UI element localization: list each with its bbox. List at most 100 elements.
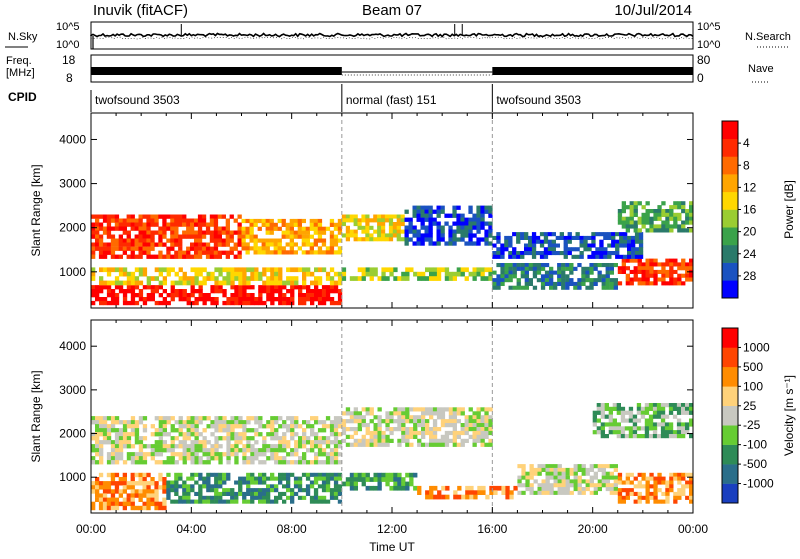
nsky-trace [90,24,694,49]
y-tick-label-1: 2000 [59,221,86,235]
nave-tick-bottom: 0 [697,71,704,85]
colorbar-label-0: 1000 [743,340,770,354]
beam-title: Beam 07 [362,2,422,19]
y-axis-title: Slant Range [km] [29,164,43,256]
y-tick-label-3: 4000 [59,339,86,353]
data-band-4 [617,258,694,286]
data-band-5 [417,485,518,500]
freq-label-1: Freq. [6,55,32,67]
x-axis: 00:00 04:00 08:00 12:00 16:00 20:00 00:00 [76,522,708,536]
colorbar-swatch-2 [722,244,738,263]
freq-tick-bottom: 8 [66,71,73,85]
data-band-2 [91,416,343,465]
cpid-mode-2: twofsound 3503 [496,93,581,107]
velocity-panel: 1000 2000 3000 4000 Slant Range [km] 1000 500 1… [29,319,796,514]
colorbar-swatch-4 [722,405,738,426]
station-title: Inuvik (fitACF) [93,2,188,19]
y-tick-label-2: 3000 [59,177,86,191]
colorbar-frame [721,327,739,504]
colorbar-label-4: -25 [743,418,761,432]
data-band-2 [341,267,493,281]
x-tick-label-5: 20:00 [578,522,608,536]
nsky-label: N.Sky [8,31,38,43]
colorbar-swatch-8 [722,328,738,348]
colorbar-swatch-1 [722,262,738,281]
colorbar-swatch-5 [722,386,738,406]
nsearch-tick-bottom: 10^0 [697,39,721,51]
data-band-5 [91,214,242,259]
colorbar-swatch-1 [722,464,738,484]
x-tick-label-3: 12:00 [377,522,407,536]
data-band-10 [617,201,694,233]
data-band-8 [404,205,493,246]
nsearch-tick-top: 10^5 [697,21,721,33]
colorbar-swatch-5 [722,191,738,210]
colorbar-title: Velocity [m s⁻¹] [782,375,796,456]
power-panel: 1000 2000 3000 4000 Slant Range [km] 4 8 12 16 20… [29,112,796,309]
cpid-label: CPID [8,90,37,104]
nsky-tick-top: 10^5 [56,21,80,33]
freq-tick-top: 18 [62,53,76,67]
cpid-row: twofsound 3503 normal (fast) 151 twofsound… [90,84,581,112]
nave-tick-top: 80 [697,53,711,67]
data-band-9 [492,232,644,259]
y-tick-label-0: 1000 [59,470,86,484]
colorbar-label-6: -500 [743,457,767,471]
data-band-1 [166,472,343,504]
data-band-3 [492,263,618,290]
data-band-6 [241,218,343,255]
freq-band-2 [492,67,693,75]
colorbar-swatch-0 [722,483,738,504]
colorbar-label-0: 4 [743,136,750,150]
colorbar-label-4: 20 [743,225,757,239]
colorbar-label-5: -100 [743,438,767,452]
colorbar-swatch-0 [722,280,738,299]
colorbar-label-2: 12 [743,180,757,194]
colorbar-label-1: 500 [743,360,763,374]
colorbar-swatch-8 [722,138,738,157]
x-tick-label-6: 00:00 [678,522,708,536]
freq-band-1 [91,67,342,75]
nsearch-line [90,36,694,40]
data-band-0 [91,472,167,511]
colorbar-label-3: 25 [743,399,757,413]
colorbar-swatch-7 [722,156,738,175]
colorbar-label-1: 8 [743,158,750,172]
nsearch-label: N.Search [745,31,791,43]
data-band-7 [341,214,405,242]
x-tick-label-1: 04:00 [176,522,206,536]
data-band-3 [341,407,493,447]
cpid-mode-1: normal (fast) 151 [346,93,437,107]
colorbar-swatch-6 [722,366,738,387]
nave-label: Nave [748,63,774,75]
colorbar-label-5: 24 [743,247,757,261]
data-band-6 [517,464,618,495]
y-tick-label-1: 2000 [59,427,86,441]
date-title: 10/Jul/2014 [614,2,692,19]
y-tick-label-2: 3000 [59,383,86,397]
colorbar-swatch-7 [722,347,738,368]
y-tick-label-3: 4000 [59,132,86,146]
freq-trace [91,67,693,76]
nsky-tick-bottom: 10^0 [56,39,80,51]
colorbar-swatch-3 [722,227,738,246]
colorbar-label-2: 100 [743,379,763,393]
colorbar-label-3: 16 [743,203,757,217]
data-band-1 [91,267,343,286]
x-tick-label-4: 16:00 [477,522,507,536]
freq-label-2: [MHz] [6,67,35,79]
y-axis-title: Slant Range [km] [29,370,43,462]
x-tick-label-2: 08:00 [277,522,307,536]
y-tick-label-0: 1000 [59,265,86,279]
x-axis-title: Time UT [369,540,415,554]
colorbar-swatch-3 [722,425,738,445]
colorbar-label-6: 28 [743,269,757,283]
colorbar-swatch-9 [722,121,738,139]
x-tick-label-0: 00:00 [76,522,106,536]
cpid-mode-0: twofsound 3503 [95,93,180,107]
data-band-7 [617,472,694,504]
nsky-line [90,32,694,38]
data-band-0 [91,285,343,306]
data-band-4 [341,472,418,491]
